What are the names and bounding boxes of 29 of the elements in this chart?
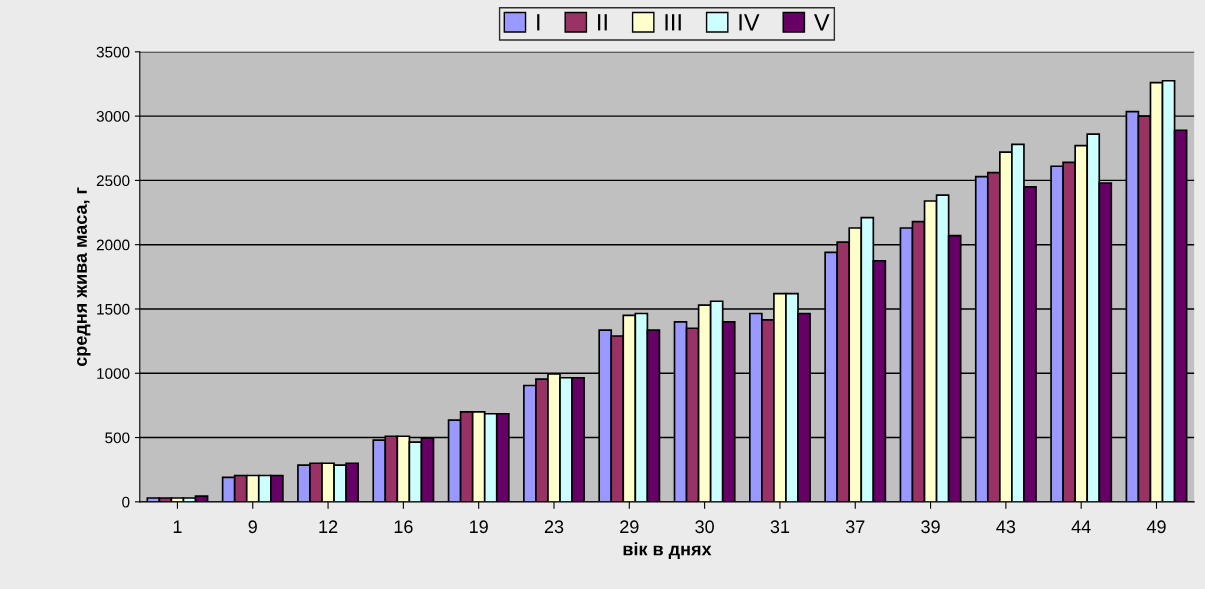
y-tick-label: 3500 [96, 46, 130, 58]
y-tick-label: 500 [105, 432, 130, 444]
x-tick-label: 9 [248, 520, 257, 534]
legend-label: IV [739, 14, 760, 31]
x-tick-label: 31 [770, 520, 790, 534]
x-tick-label: 19 [470, 520, 488, 534]
x-tick-label: 23 [544, 520, 564, 534]
y-axis-title: средня жива маса, г [77, 187, 91, 367]
x-tick-label: 49 [1146, 520, 1166, 534]
x-tick-label: 44 [1071, 520, 1091, 533]
legend-label: III [665, 14, 681, 31]
legend-label: V [813, 14, 830, 31]
y-tick-label: 2000 [96, 239, 130, 251]
legend-label: I [537, 14, 540, 31]
y-tick-label: 1500 [97, 303, 130, 315]
y-tick-label: 2500 [96, 175, 130, 187]
x-tick-label: 12 [319, 520, 338, 533]
x-tick-label: 16 [394, 520, 413, 534]
y-tick-label: 0 [122, 496, 130, 508]
x-tick-label: 29 [620, 520, 639, 534]
legend-label: II [598, 14, 607, 31]
x-tick-label: 39 [921, 520, 940, 534]
x-tick-label: 30 [695, 520, 714, 534]
y-tick-label: 1000 [97, 368, 130, 379]
x-tick-label: 43 [996, 520, 1016, 534]
x-tick-label: 1 [173, 520, 182, 533]
x-tick-label: 37 [845, 520, 865, 534]
y-tick-label: 3000 [96, 110, 130, 122]
x-axis-title: вік в днях [623, 542, 712, 559]
